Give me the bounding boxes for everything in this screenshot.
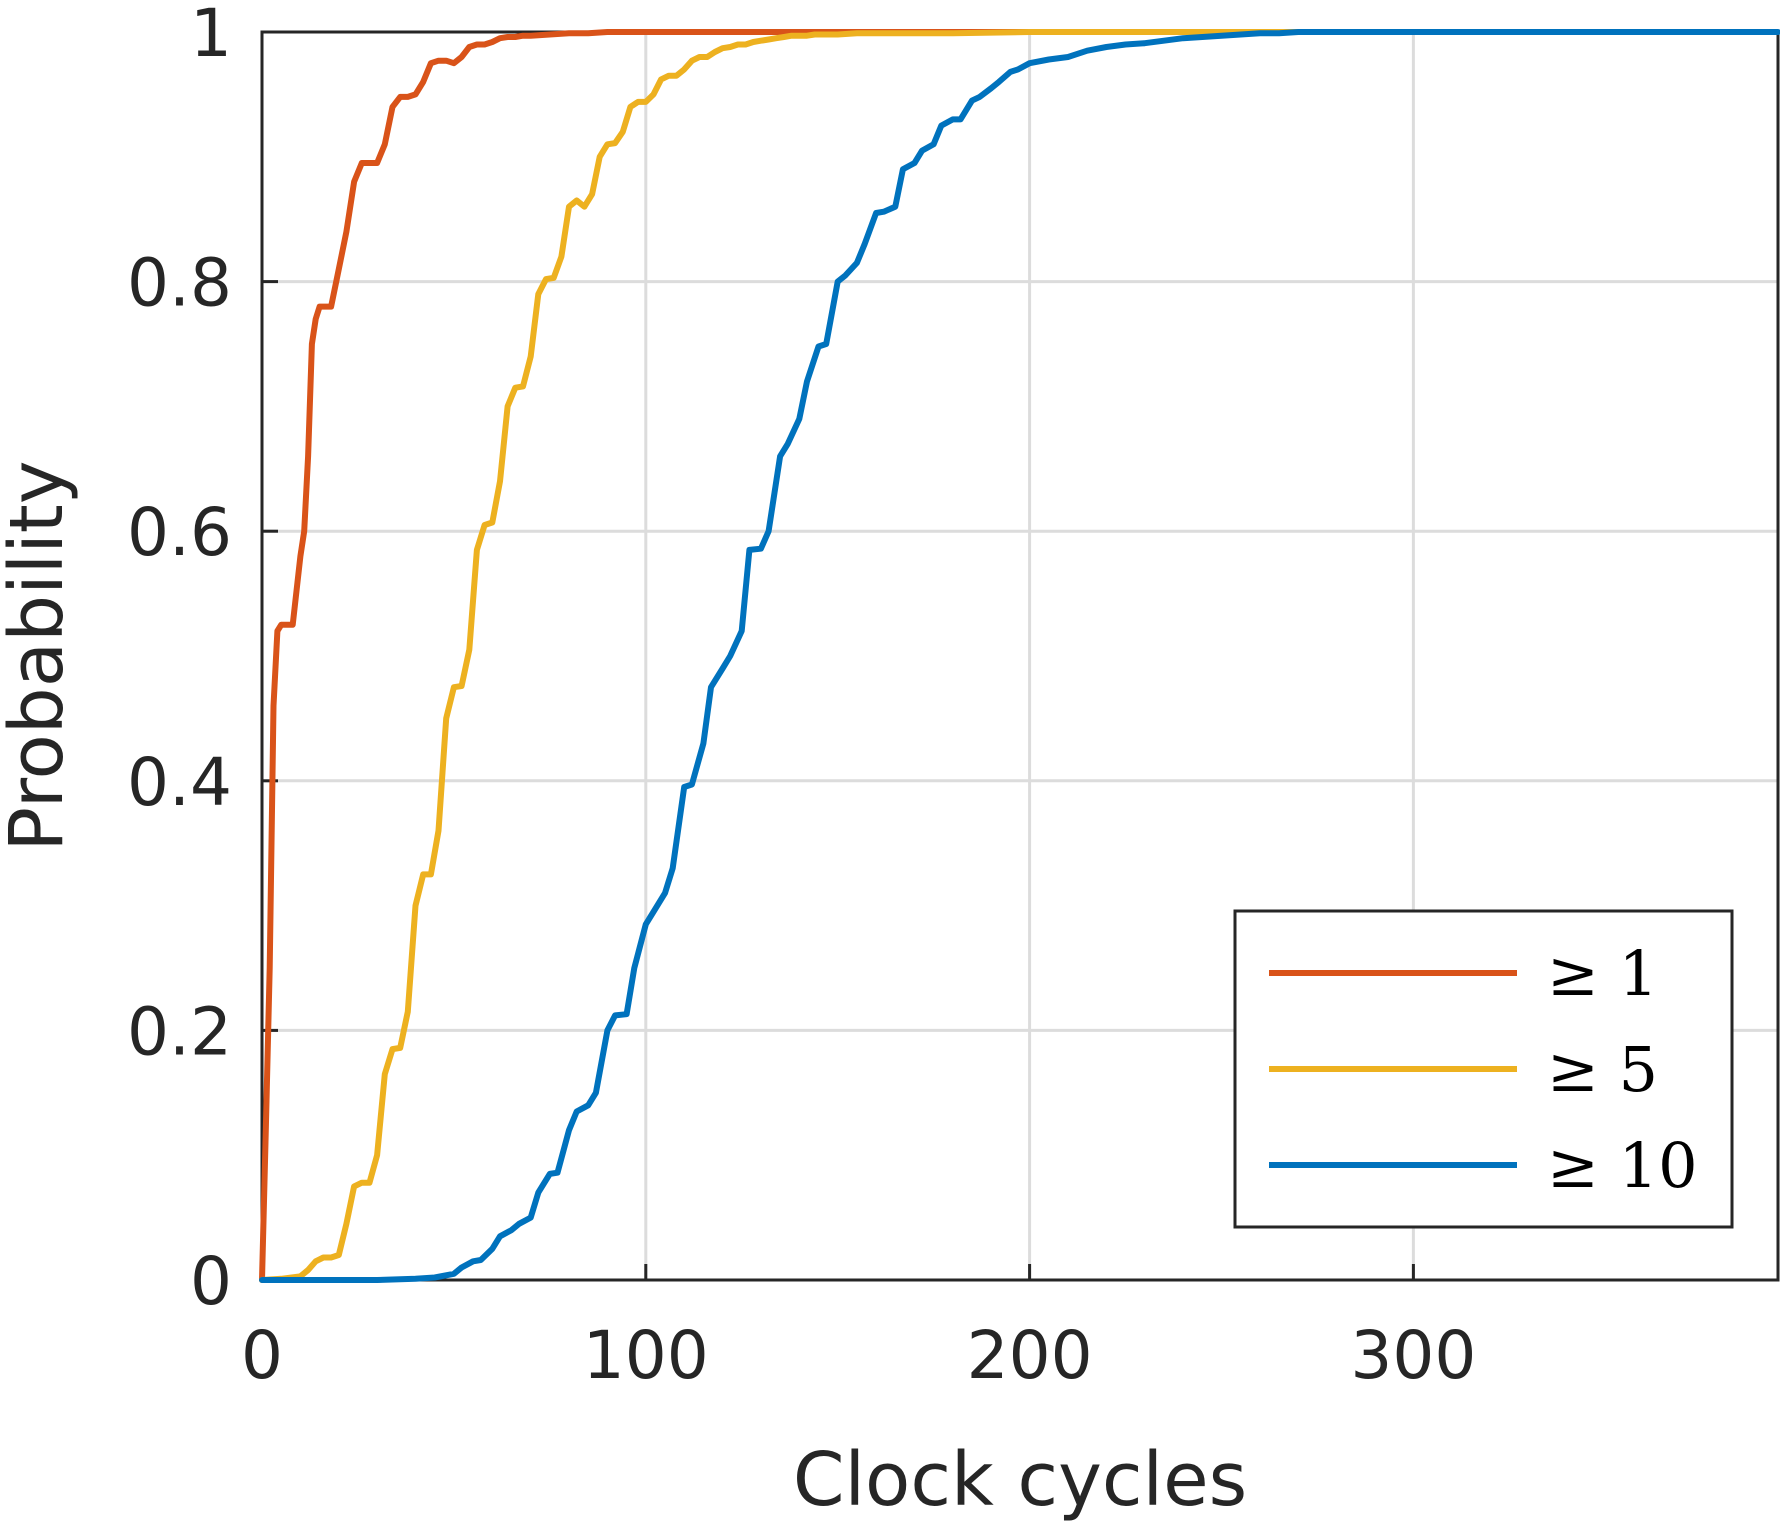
series-line-2 [259,29,1417,1283]
x-tick-label: 200 [967,1317,1093,1394]
x-tick-label: 100 [583,1317,709,1394]
series-lines [259,29,1780,1283]
y-tick-label: 0.8 [127,245,232,322]
y-tick-label: 0 [190,1243,232,1320]
y-tick-label: 0.4 [127,744,232,821]
x-axis-title: Clock cycles [793,1437,1247,1523]
legend-label-1: ≥ 1 [1547,937,1658,1010]
legend-label-2: ≥ 5 [1547,1033,1658,1106]
y-axis-title: Probability [0,460,80,851]
x-tick-label: 300 [1350,1317,1476,1394]
legend: ≥ 1 ≥ 5 ≥ 10 [1233,909,1734,1229]
y-tick-label: 1 [190,0,232,72]
y-tick-label: 0.6 [127,494,232,571]
y-tick-label: 0.2 [127,993,232,1070]
tick-labels: 0 100 200 300 0 0.2 0.4 0.6 0.8 1 [127,0,1476,1394]
series-line-1 [259,29,1033,1283]
grid-lines [262,30,1778,1280]
x-tick-label: 0 [241,1317,283,1394]
legend-label-3: ≥ 10 [1547,1129,1698,1202]
series-line-3 [259,29,1780,1283]
